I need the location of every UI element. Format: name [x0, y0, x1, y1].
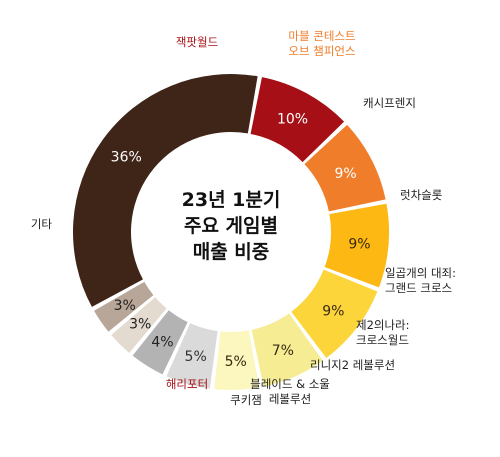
slice-8: [111, 297, 167, 353]
title-line-0: 23년 1분기: [182, 189, 281, 211]
value-label-9: 3%: [114, 298, 136, 314]
category-label-1: 마블 콘테스트 오브 챔피언스: [288, 29, 355, 58]
value-label-6: 5%: [185, 349, 207, 365]
slice-0: [250, 77, 345, 163]
value-labels-group: 10%9%9%9%7%5%5%4%3%3%36%: [111, 112, 371, 370]
category-label-9: 해리포터: [166, 377, 208, 391]
category-label-2: 캐시프렌지: [363, 96, 416, 110]
slice-3: [291, 269, 378, 359]
title-line-2: 매출 비중: [193, 241, 270, 263]
slices-group: [73, 73, 389, 391]
category-label-7: 블레이드 & 소울 레볼루션: [250, 377, 330, 406]
category-label-6: 리니지2 레볼루션: [310, 358, 395, 372]
value-label-2: 9%: [348, 236, 370, 252]
slice-6: [166, 323, 218, 389]
slice-1: [304, 124, 386, 212]
category-label-3: 럿차슬롯: [400, 188, 442, 202]
value-label-3: 9%: [322, 304, 344, 320]
category-label-8: 쿠키잼: [230, 393, 262, 407]
value-label-4: 7%: [272, 343, 294, 359]
value-label-1: 9%: [335, 166, 357, 182]
slice-4: [251, 313, 323, 387]
title-line-1: 주요 게임별: [184, 215, 278, 237]
category-label-4: 일곱개의 대죄: 그랜드 크로스: [385, 266, 456, 295]
category-label-10: 기타: [31, 217, 53, 231]
value-label-5: 5%: [225, 354, 247, 370]
category-label-5: 제2의나라: 크로스월드: [356, 318, 410, 347]
slice-5: [214, 330, 260, 391]
value-label-7: 4%: [151, 334, 173, 350]
slice-9: [94, 281, 154, 332]
value-label-8: 3%: [129, 317, 151, 333]
value-label-0: 10%: [277, 112, 308, 128]
slice-2: [324, 203, 389, 288]
slice-7: [132, 310, 188, 375]
category-label-0: 잭팟월드: [176, 35, 218, 49]
slice-10: [73, 73, 258, 307]
value-label-10: 36%: [111, 150, 142, 166]
